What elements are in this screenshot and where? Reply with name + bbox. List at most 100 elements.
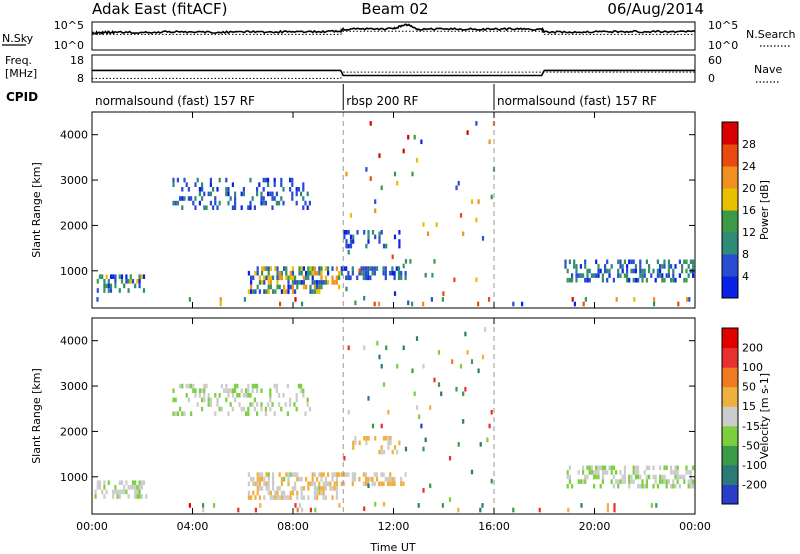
- scatter-cell: [619, 470, 621, 475]
- scatter-cell: [99, 274, 101, 279]
- scatter-cell: [139, 274, 141, 279]
- scatter-cell: [462, 232, 464, 237]
- scatter-cell: [125, 490, 127, 495]
- scatter-cell: [416, 158, 418, 163]
- scatter-cell: [301, 271, 303, 276]
- scatter-cell: [622, 479, 624, 484]
- scatter-cell: [186, 393, 188, 398]
- scatter-cell: [289, 398, 291, 403]
- scatter-cell: [234, 384, 236, 389]
- scatter-cell: [668, 264, 670, 269]
- scatter-cell: [595, 466, 597, 471]
- scatter-cell: [334, 486, 336, 491]
- scatter-cell: [314, 495, 316, 500]
- scatter-cell: [261, 271, 263, 276]
- scatter-cell: [403, 149, 405, 154]
- scatter-cell: [350, 239, 352, 244]
- scatter-cell: [203, 388, 205, 393]
- scatter-cell: [263, 477, 265, 482]
- scatter-cell: [263, 196, 265, 201]
- scatter-cell: [254, 398, 256, 403]
- scatter-cell: [586, 278, 588, 283]
- scatter-cell: [624, 479, 626, 484]
- scatter-cell: [345, 244, 347, 249]
- scatter-cell: [291, 178, 293, 183]
- scatter-cell: [383, 266, 385, 271]
- scatter-cell: [276, 384, 278, 389]
- scatter-cell: [258, 182, 260, 187]
- scatter-cell: [312, 280, 314, 285]
- scatter-cell: [663, 260, 665, 265]
- scatter-cell: [282, 393, 284, 398]
- scatter-cell: [690, 470, 692, 475]
- scatter-cell: [352, 482, 354, 487]
- scatter-cell: [219, 178, 221, 183]
- scatter-cell: [688, 273, 690, 278]
- scatter-cell: [136, 494, 138, 499]
- scatter-cell: [314, 486, 316, 491]
- scatter-cell: [99, 485, 101, 490]
- scatter-cell: [661, 278, 663, 283]
- scatter-cell: [639, 475, 641, 480]
- scatter-cell: [130, 485, 132, 490]
- scatter-cell: [281, 491, 283, 496]
- scatter-cell: [387, 441, 389, 446]
- scatter-cell: [285, 289, 287, 294]
- scatter-cell: [132, 279, 134, 284]
- scatter-cell: [292, 472, 294, 477]
- scatter-cell: [679, 475, 681, 480]
- scatter-cell: [268, 477, 270, 482]
- scatter-cell: [309, 285, 311, 290]
- scatter-cell: [394, 477, 396, 482]
- scatter-cell: [316, 486, 318, 491]
- nsearch-label: N.Search: [746, 28, 796, 41]
- velocity-colorbar-label: Velocity [m s-1]: [758, 373, 771, 459]
- scatter-cell: [318, 491, 320, 496]
- scatter-cell: [569, 475, 571, 480]
- scatter-cell: [318, 289, 320, 294]
- scatter-cell: [287, 495, 289, 500]
- scatter-cell: [400, 271, 402, 276]
- scatter-cell: [692, 466, 694, 471]
- scatter-cell: [272, 482, 274, 487]
- scatter-cell: [331, 477, 333, 482]
- scatter-cell: [655, 503, 657, 508]
- scatter-cell: [569, 479, 571, 484]
- scatter-cell: [352, 266, 354, 271]
- cpid-segment-label: rbsp 200 RF: [346, 94, 418, 108]
- scatter-cell: [674, 484, 676, 489]
- scatter-cell: [249, 178, 251, 183]
- scatter-cell: [283, 285, 285, 290]
- scatter-cell: [296, 192, 298, 197]
- scatter-cell: [294, 472, 296, 477]
- scatter-cell: [114, 279, 116, 284]
- scatter-cell: [216, 398, 218, 403]
- scatter-cell: [481, 503, 483, 508]
- scatter-cell: [331, 266, 333, 271]
- scatter-cell: [279, 285, 281, 290]
- scatter-cell: [354, 301, 356, 306]
- scatter-cell: [199, 388, 201, 393]
- scatter-cell: [341, 266, 343, 271]
- scatter-cell: [663, 475, 665, 480]
- scatter-cell: [624, 470, 626, 475]
- scatter-cell: [241, 192, 243, 197]
- scatter-cell: [318, 280, 320, 285]
- scatter-cell: [96, 297, 98, 302]
- scatter-cell: [294, 482, 296, 487]
- scatter-cell: [290, 495, 292, 500]
- scatter-cell: [369, 477, 371, 482]
- scatter-cell: [259, 289, 261, 294]
- scatter-cell: [637, 484, 639, 489]
- scatter-cell: [655, 475, 657, 480]
- scatter-cell: [276, 192, 278, 197]
- scatter-cell: [661, 475, 663, 480]
- scatter-cell: [604, 470, 606, 475]
- scatter-cell: [688, 479, 690, 484]
- scatter-cell: [436, 222, 438, 227]
- scatter-cell: [630, 475, 632, 480]
- scatter-cell: [347, 472, 349, 477]
- scatter-cell: [320, 491, 322, 496]
- scatter-cell: [263, 289, 265, 294]
- scatter-cell: [635, 475, 637, 480]
